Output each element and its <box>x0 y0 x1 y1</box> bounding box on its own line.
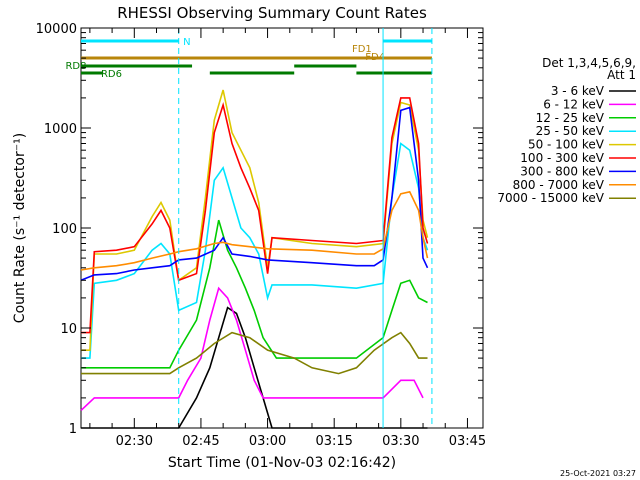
series-lines <box>80 89 429 429</box>
legend-entry-label: 100 - 300 keV <box>520 151 604 165</box>
series-line-9 <box>81 331 428 375</box>
axes: 1 10 100 1000 10000 02:30 02:45 03:00 03:15 03:30… <box>36 22 487 449</box>
series-line-3 <box>81 219 428 369</box>
y-tick-label: 10000 <box>36 22 77 37</box>
state-bar-label-n: N <box>183 37 190 48</box>
y-tick-label: 1000 <box>44 122 77 137</box>
series-line-4 <box>81 142 429 359</box>
state-bar-label-fd4: FD4 <box>365 52 385 63</box>
legend-entry-label: 50 - 100 keV <box>528 138 605 152</box>
state-bar-label-rd8: RD8 <box>65 61 86 72</box>
state-bar-label-fd1: FD1 <box>352 44 372 55</box>
y-tick-label: 100 <box>52 222 77 237</box>
legend-entry-label: 7000 - 15000 keV <box>497 191 604 205</box>
x-tick-label: 03:15 <box>315 434 352 449</box>
legend-header-attenuator: Att 1 <box>607 68 636 82</box>
series-line-6 <box>81 97 429 334</box>
legend-entry-label: 25 - 50 keV <box>536 124 605 138</box>
legend-entry-label: 800 - 7000 keV <box>513 178 605 192</box>
legend-entry-label: 12 - 25 keV <box>536 111 605 125</box>
series-line-2 <box>80 286 424 411</box>
footer-date: 25-Oct-2021 03:27 <box>560 469 636 478</box>
x-axis-label: Start Time (01-Nov-03 02:16:42) <box>168 455 396 471</box>
legend-entry-label: 300 - 800 keV <box>520 164 604 178</box>
series-line-5 <box>81 89 429 351</box>
state-bar-label-rd6: RD6 <box>101 69 122 80</box>
x-tick-label: 02:30 <box>116 434 153 449</box>
time-markers <box>178 28 433 428</box>
x-tick-label: 03:00 <box>249 434 286 449</box>
y-axis-label: Count Rate (s⁻¹ detector⁻¹) <box>12 133 28 323</box>
y-tick-label: 10 <box>60 322 77 337</box>
x-tick-label: 03:30 <box>382 434 419 449</box>
series-line-8 <box>80 190 429 271</box>
chart-title: RHESSI Observing Summary Count Rates <box>117 4 427 22</box>
series-line-7 <box>80 106 429 282</box>
legend-entry-label: 6 - 12 keV <box>543 97 605 111</box>
legend-header-detectors: Det 1,3,4,5,6,9, <box>542 56 636 70</box>
legend-entry-label: 3 - 6 keV <box>551 84 605 98</box>
y-tick-label: 1 <box>69 422 77 437</box>
x-tick-label: 02:45 <box>182 434 219 449</box>
x-tick-label: 03:45 <box>449 434 486 449</box>
